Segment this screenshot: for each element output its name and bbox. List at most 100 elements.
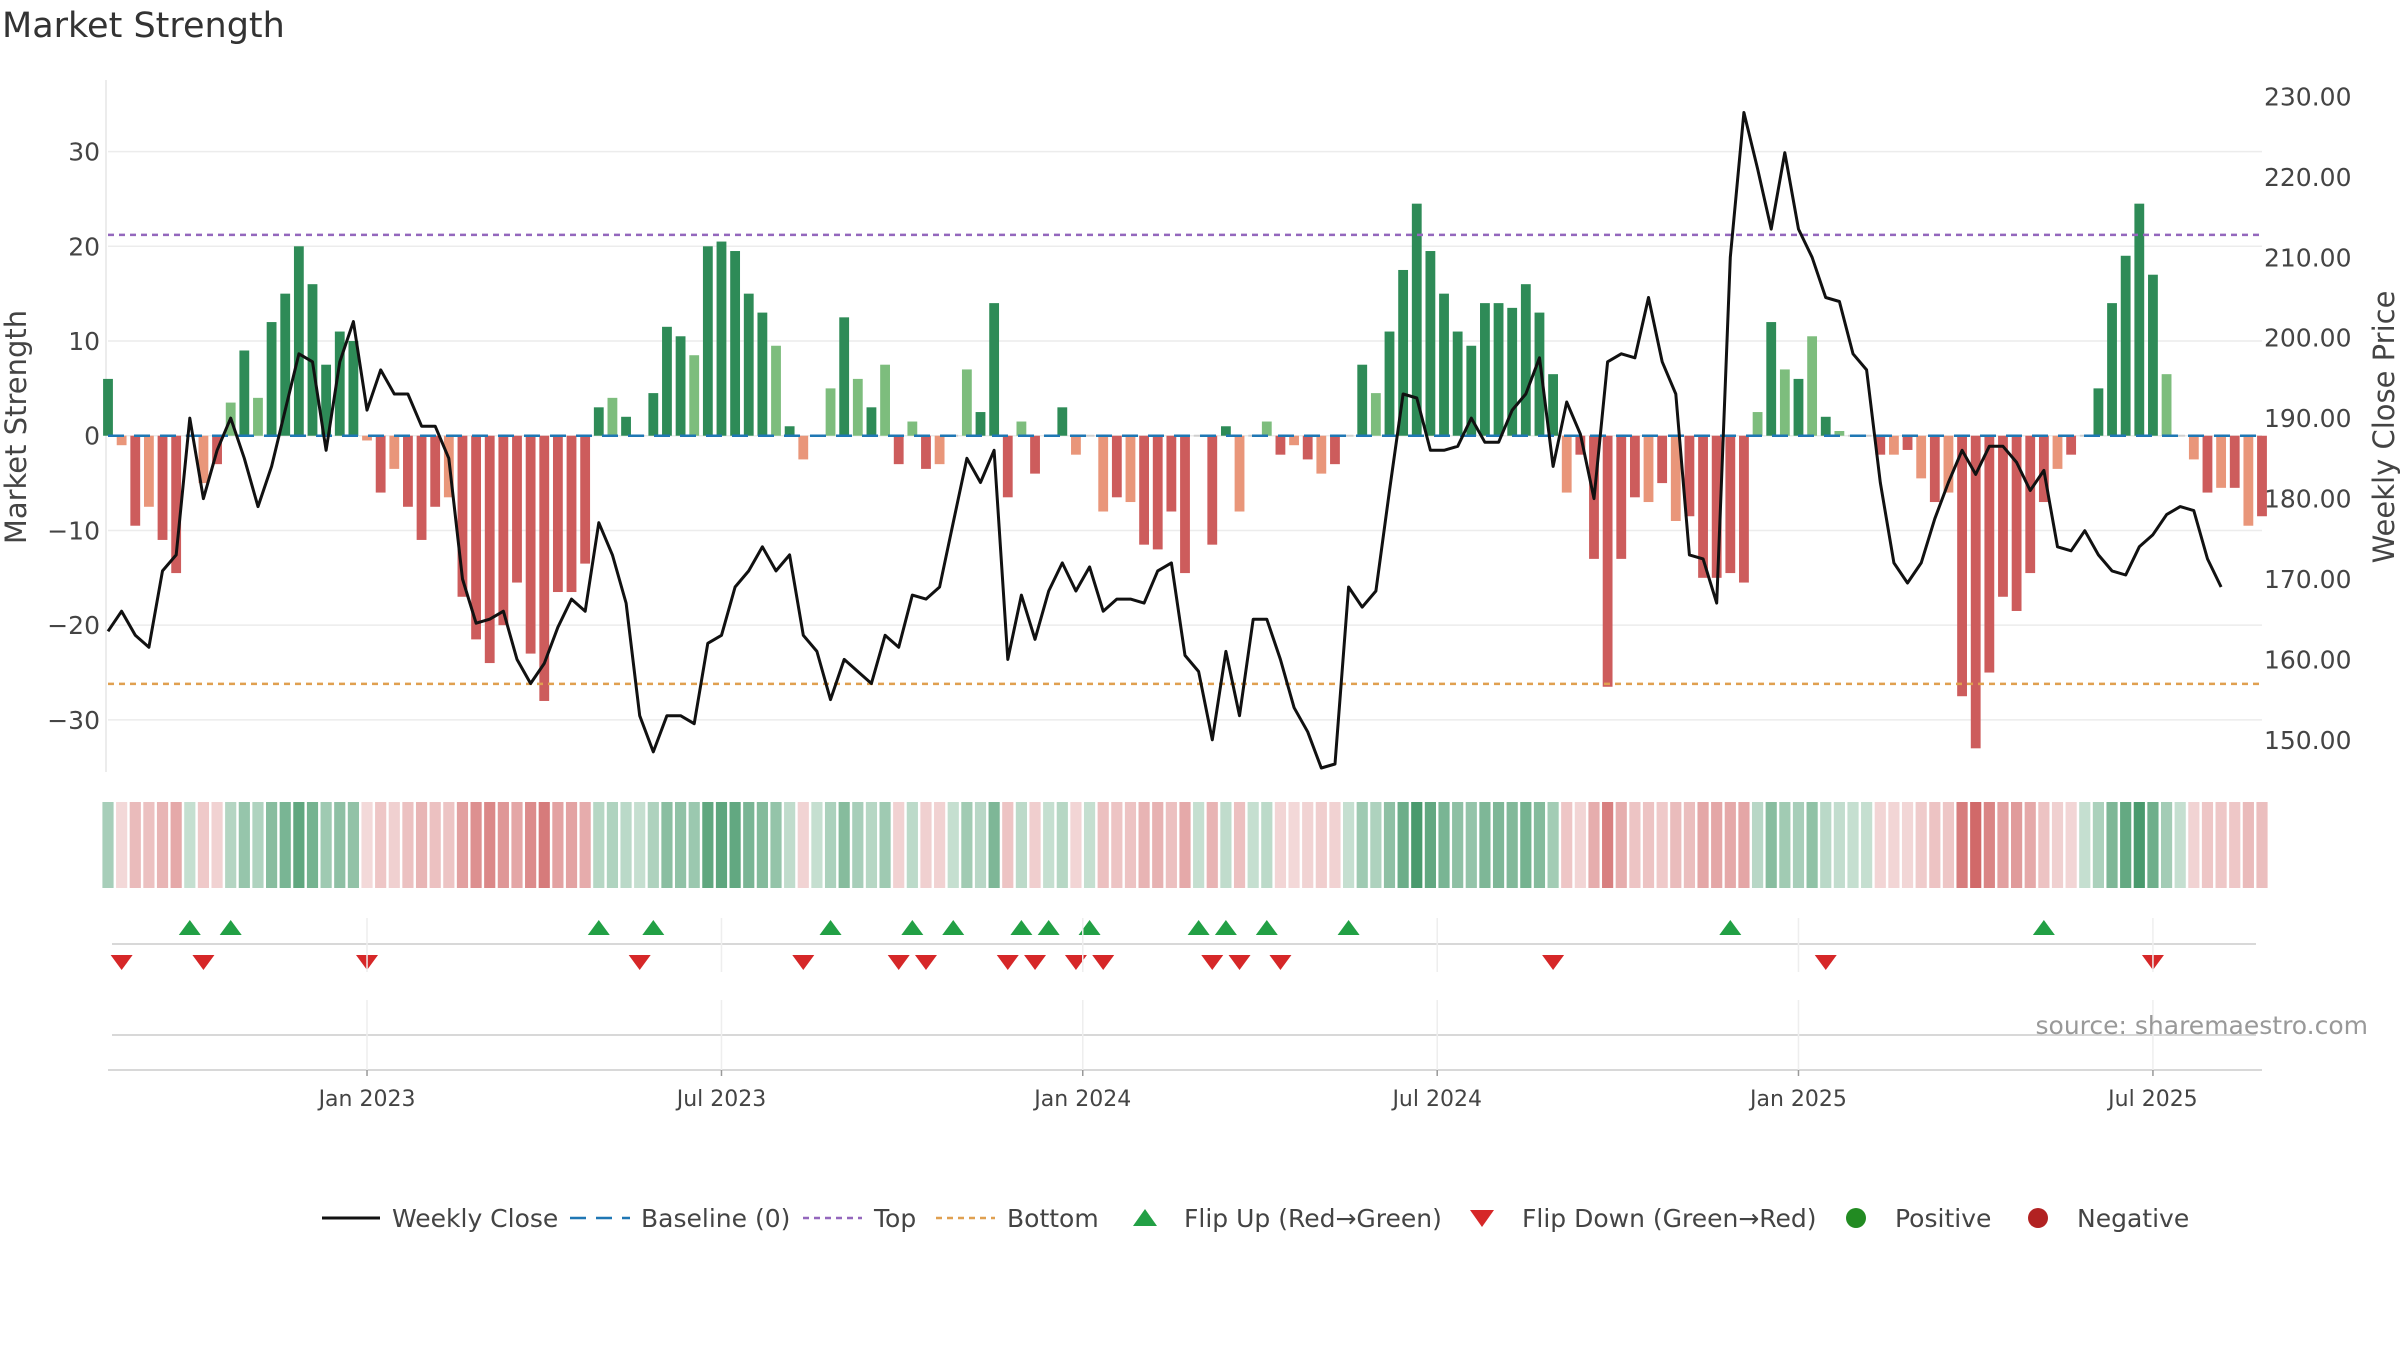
left-tick-label: −20 xyxy=(47,611,100,640)
strength-bar xyxy=(2025,435,2036,574)
strength-bar xyxy=(1984,435,1995,673)
strength-bar xyxy=(1725,435,1736,574)
heat-cell xyxy=(484,802,496,888)
right-tick-label: 210.00 xyxy=(2264,243,2351,272)
strength-bar xyxy=(757,312,768,436)
left-tick-label: −30 xyxy=(47,706,100,735)
heat-cell xyxy=(2160,802,2173,888)
heat-cell xyxy=(211,802,223,888)
heat-cell xyxy=(797,802,809,888)
strength-bar xyxy=(1711,435,1722,578)
strength-bar xyxy=(1016,421,1027,436)
strength-bar xyxy=(1534,312,1545,436)
x-axis: Jan 2023 Jul 2023 Jan 2024 Jul 2024 Jan 2025… xyxy=(108,918,2262,1112)
strength-bar xyxy=(716,241,727,436)
strength-bar xyxy=(2229,435,2240,488)
strength-bar xyxy=(1807,336,1818,436)
strength-bar xyxy=(2066,435,2077,455)
strength-bar xyxy=(362,435,372,441)
heat-cell xyxy=(1097,802,1109,888)
strength-bar xyxy=(1411,203,1422,436)
heat-cell xyxy=(1915,802,1927,888)
heat-cell xyxy=(1083,802,1096,888)
heat-cell xyxy=(252,802,264,888)
heat-cell xyxy=(143,802,155,888)
flip-down-marker xyxy=(1092,955,1115,970)
heat-cell xyxy=(1683,802,1696,888)
flip-down-marker xyxy=(1064,955,1087,970)
flip-up-marker xyxy=(1187,920,1210,935)
heat-cell xyxy=(1642,802,1655,888)
heat-cell xyxy=(184,802,196,888)
strength-bar xyxy=(1657,435,1668,484)
heat-cell xyxy=(1533,802,1546,888)
heat-cell xyxy=(770,802,782,888)
heat-cell xyxy=(1138,802,1150,888)
heat-cell xyxy=(2079,802,2091,888)
heat-cell xyxy=(1220,802,1232,888)
heat-cell xyxy=(1670,802,1682,888)
heat-cell xyxy=(1792,802,1805,888)
heat-cell xyxy=(1111,802,1123,888)
strength-bar xyxy=(1507,307,1518,436)
left-axis-label: Market Strength xyxy=(0,310,33,544)
strength-bar xyxy=(1452,331,1463,436)
strength-bar xyxy=(566,435,577,593)
heat-cell xyxy=(1383,802,1396,888)
heat-cell xyxy=(266,802,278,888)
legend-item-flip-up: Flip Up (Red→Green) xyxy=(1133,1204,1442,1233)
heat-cell xyxy=(2065,802,2077,888)
strength-bar xyxy=(2038,435,2049,503)
strength-bar xyxy=(457,435,468,597)
strength-bar xyxy=(1684,435,1695,517)
heat-cell xyxy=(1465,802,1477,888)
strength-bar xyxy=(416,435,427,540)
strength-bar xyxy=(1561,435,1572,493)
heat-cell xyxy=(1833,802,1845,888)
left-tick-label: 20 xyxy=(68,232,100,261)
weekly-close-line xyxy=(106,111,2223,770)
strength-bar xyxy=(253,397,263,436)
strength-bar xyxy=(484,435,495,664)
strength-bar xyxy=(1071,435,1081,455)
strength-bar xyxy=(539,435,550,701)
heat-cell xyxy=(920,802,932,888)
heat-cell xyxy=(1711,802,1723,888)
heat-cell xyxy=(865,802,878,888)
strength-bar xyxy=(1152,435,1163,550)
strength-bar xyxy=(157,435,168,540)
heat-cell xyxy=(1179,802,1191,888)
heat-cell xyxy=(525,802,537,888)
reference-lines xyxy=(108,233,2262,686)
strength-bar xyxy=(1820,416,1831,436)
strength-bar xyxy=(2052,435,2063,469)
strength-bar xyxy=(1929,435,1940,503)
x-tick-label: Jul 2023 xyxy=(675,1087,767,1112)
heat-cell xyxy=(443,802,455,888)
strength-bar xyxy=(893,435,904,465)
strength-bar xyxy=(116,435,127,446)
strength-bar xyxy=(1520,284,1531,436)
heat-cell xyxy=(1043,802,1055,888)
right-tick-label: 190.00 xyxy=(2264,404,2351,433)
heat-cell xyxy=(565,802,578,888)
strength-bar xyxy=(1234,435,1245,512)
flip-down-marker xyxy=(1269,955,1292,970)
right-tick-label: 200.00 xyxy=(2264,324,2351,353)
heat-cell xyxy=(1901,802,1914,888)
strength-bar xyxy=(1766,322,1777,436)
strength-bar xyxy=(743,293,754,436)
heat-cell xyxy=(688,802,700,888)
heat-cell xyxy=(538,802,550,888)
x-tick-label: Jan 2024 xyxy=(1032,1087,1131,1112)
strength-bar xyxy=(1548,374,1558,436)
right-tick-label: 160.00 xyxy=(2264,645,2351,674)
flip-up-marker xyxy=(642,920,665,935)
strength-bar xyxy=(1670,435,1681,521)
heat-cell xyxy=(1874,802,1886,888)
strength-bar xyxy=(1629,435,1640,498)
strength-bar xyxy=(1602,435,1613,687)
heat-cell xyxy=(170,802,182,888)
heat-cell xyxy=(1588,802,1600,888)
